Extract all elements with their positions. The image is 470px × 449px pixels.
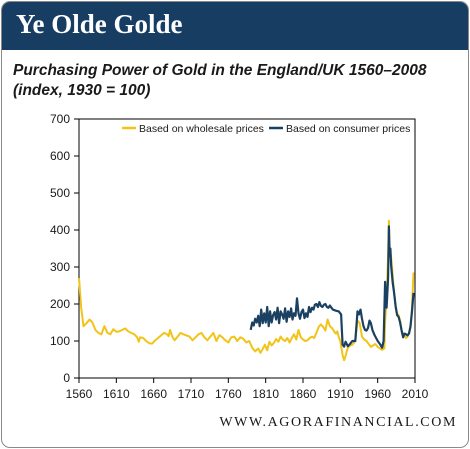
- x-tick-label: 1610: [103, 387, 130, 401]
- y-tick-label: 600: [50, 149, 70, 163]
- chart-index-note: (index, 1930 = 100): [13, 82, 151, 99]
- y-axis: 0 100 200 300 400 500 600 700: [50, 112, 79, 385]
- x-axis: 1560 1610 1660 1710 1760 1810 1860 1910 1960 2010: [66, 378, 429, 401]
- legend: Based on wholesale prices Based on consum…: [122, 123, 410, 135]
- series-wholesale-prices-line: [78, 219, 415, 362]
- plot-area: [78, 118, 416, 379]
- series-layer: [78, 219, 415, 362]
- y-tick-label: 0: [63, 371, 70, 385]
- x-tick-label: 1760: [215, 387, 242, 401]
- legend-entry: Based on consumer prices: [286, 123, 410, 135]
- x-tick-label: 2010: [402, 387, 429, 401]
- header-title: Ye Olde Golde: [16, 9, 183, 39]
- y-tick-label: 700: [50, 112, 70, 126]
- y-tick-label: 300: [50, 260, 70, 274]
- chart-subtitle: Purchasing Power of Gold in the England/…: [13, 61, 426, 101]
- y-tick-label: 100: [50, 334, 70, 348]
- legend-entry: Based on wholesale prices: [139, 123, 264, 135]
- series-consumer-prices-line: [249, 225, 415, 349]
- source-footer: WWW.AGORAFINANCIAL.COM: [219, 415, 457, 430]
- x-tick-label: 1560: [66, 387, 93, 401]
- y-tick-label: 200: [50, 297, 70, 311]
- y-tick-label: 400: [50, 223, 70, 237]
- x-tick-label: 1660: [140, 387, 167, 401]
- header-banner: Ye Olde Golde: [2, 2, 468, 50]
- x-tick-label: 1710: [178, 387, 205, 401]
- y-tick-label: 500: [50, 186, 70, 200]
- x-tick-label: 1910: [327, 387, 354, 401]
- x-tick-label: 1960: [364, 387, 391, 401]
- x-tick-label: 1860: [290, 387, 317, 401]
- x-tick-label: 1810: [252, 387, 279, 401]
- chart-title-line: Purchasing Power of Gold in the England/…: [13, 62, 427, 79]
